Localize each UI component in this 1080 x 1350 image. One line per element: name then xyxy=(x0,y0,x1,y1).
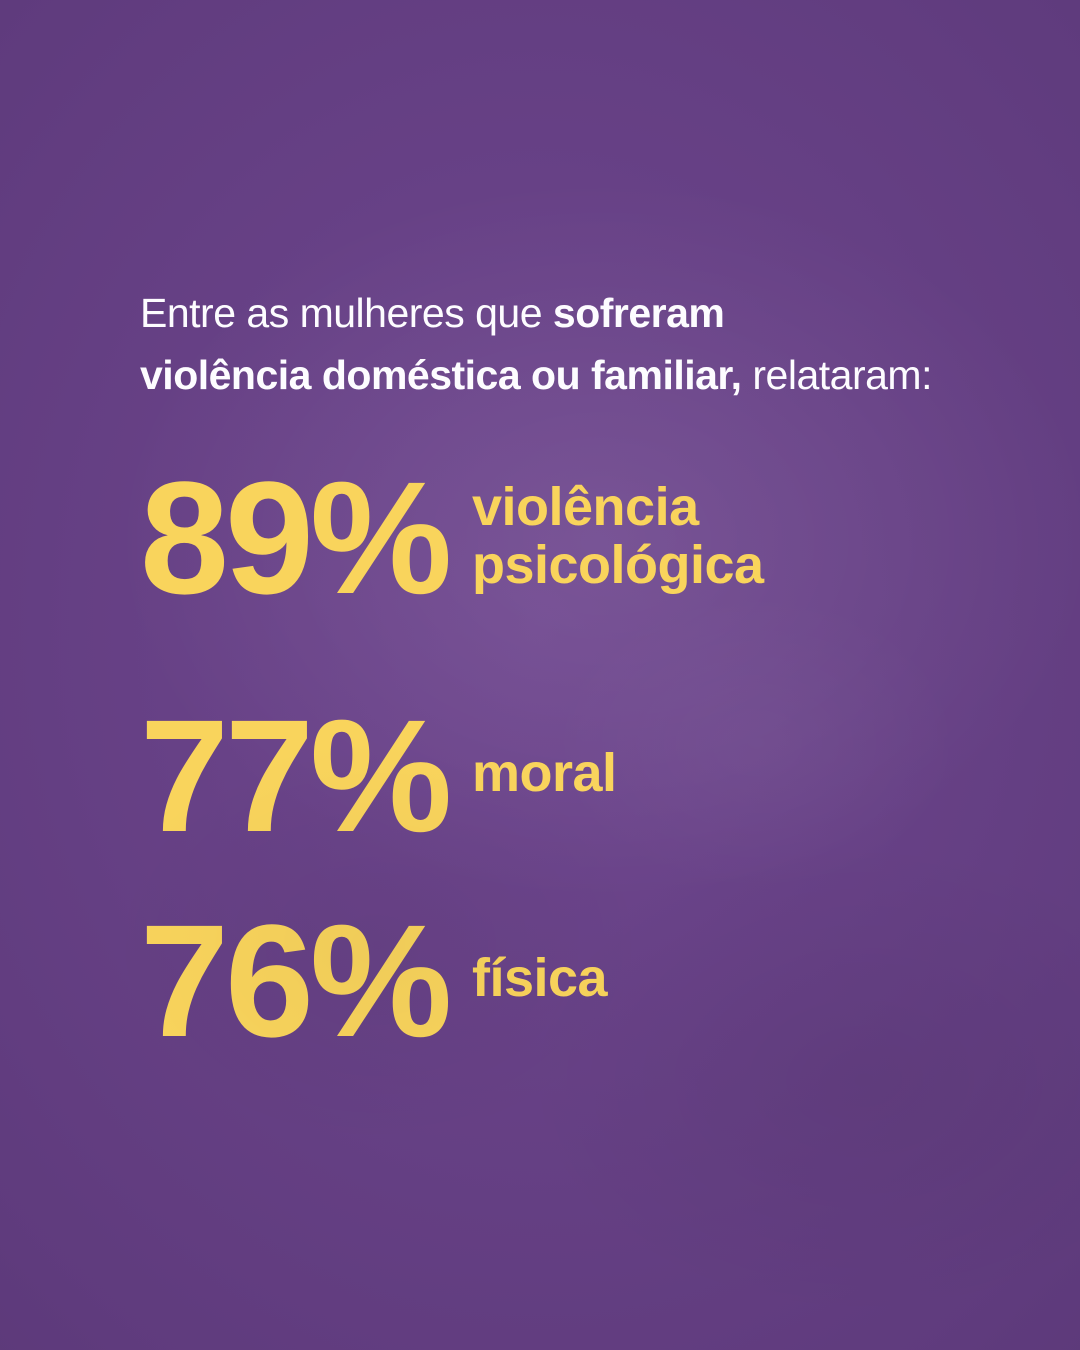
intro-line2-regular: relataram: xyxy=(741,351,932,398)
stat-label: moral xyxy=(472,743,617,804)
stat-value: 89% xyxy=(140,448,452,627)
intro-text: Entre as mulheres que sofreram violência… xyxy=(140,283,932,406)
intro-line-2: violência doméstica ou familiar, relatar… xyxy=(140,345,932,407)
stat-row: 77% moral xyxy=(140,688,617,863)
intro-line1-regular: Entre as mulheres que xyxy=(140,290,553,336)
stat-label: física xyxy=(472,948,608,1009)
intro-line-1: Entre as mulheres que sofreram xyxy=(140,283,932,345)
stat-value: 77% xyxy=(140,685,452,865)
stat-label: violência psicológica xyxy=(472,476,764,595)
stat-row: 89% violência psicológica xyxy=(140,448,764,628)
intro-line2-bold: violência doméstica ou familiar, xyxy=(140,351,742,398)
stat-row: 76% física xyxy=(140,890,608,1070)
stat-value: 76% xyxy=(140,890,452,1070)
intro-line1-bold: sofreram xyxy=(552,290,725,336)
